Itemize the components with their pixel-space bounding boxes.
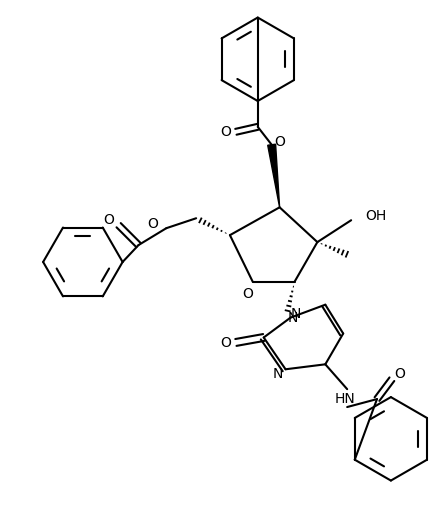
Text: O: O [242, 287, 253, 301]
Text: N: N [290, 307, 301, 321]
Text: HN: HN [335, 392, 356, 406]
Text: O: O [274, 135, 285, 149]
Text: O: O [395, 367, 405, 381]
Text: O: O [103, 213, 114, 227]
Polygon shape [268, 144, 279, 207]
Text: N: N [287, 310, 298, 325]
Text: O: O [221, 337, 232, 351]
Text: O: O [147, 217, 158, 231]
Text: N: N [272, 367, 283, 381]
Text: O: O [221, 125, 232, 139]
Text: OH: OH [365, 209, 386, 223]
